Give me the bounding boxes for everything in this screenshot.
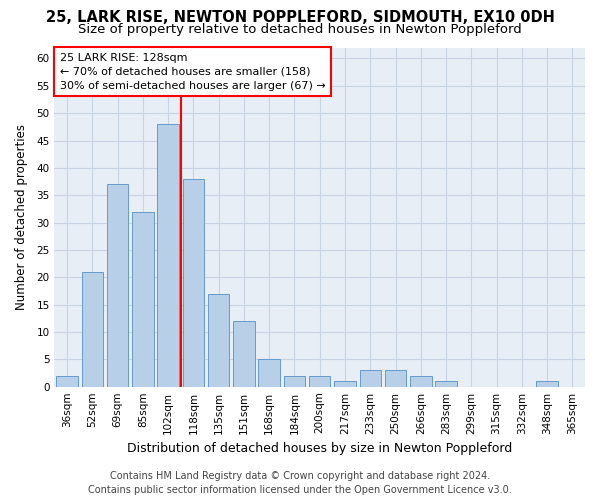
Bar (436, 381, 457, 386)
Bar (157, 124, 179, 386)
Text: Size of property relative to detached houses in Newton Poppleford: Size of property relative to detached ho… (78, 22, 522, 36)
Y-axis label: Number of detached properties: Number of detached properties (15, 124, 28, 310)
Bar (233, 321, 254, 386)
Text: Contains HM Land Registry data © Crown copyright and database right 2024.
Contai: Contains HM Land Registry data © Crown c… (88, 471, 512, 495)
Text: 25, LARK RISE, NEWTON POPPLEFORD, SIDMOUTH, EX10 0DH: 25, LARK RISE, NEWTON POPPLEFORD, SIDMOU… (46, 10, 554, 25)
Bar (132, 212, 154, 386)
Bar (359, 370, 381, 386)
Bar (107, 184, 128, 386)
Bar (182, 179, 204, 386)
Bar (284, 376, 305, 386)
Bar (385, 370, 406, 386)
Bar (309, 376, 331, 386)
Bar (259, 360, 280, 386)
Text: 25 LARK RISE: 128sqm
← 70% of detached houses are smaller (158)
30% of semi-deta: 25 LARK RISE: 128sqm ← 70% of detached h… (60, 52, 325, 90)
Bar (82, 272, 103, 386)
Bar (208, 294, 229, 386)
Bar (410, 376, 431, 386)
X-axis label: Distribution of detached houses by size in Newton Poppleford: Distribution of detached houses by size … (127, 442, 512, 455)
Bar (536, 381, 558, 386)
Bar (56, 376, 78, 386)
Bar (334, 381, 356, 386)
